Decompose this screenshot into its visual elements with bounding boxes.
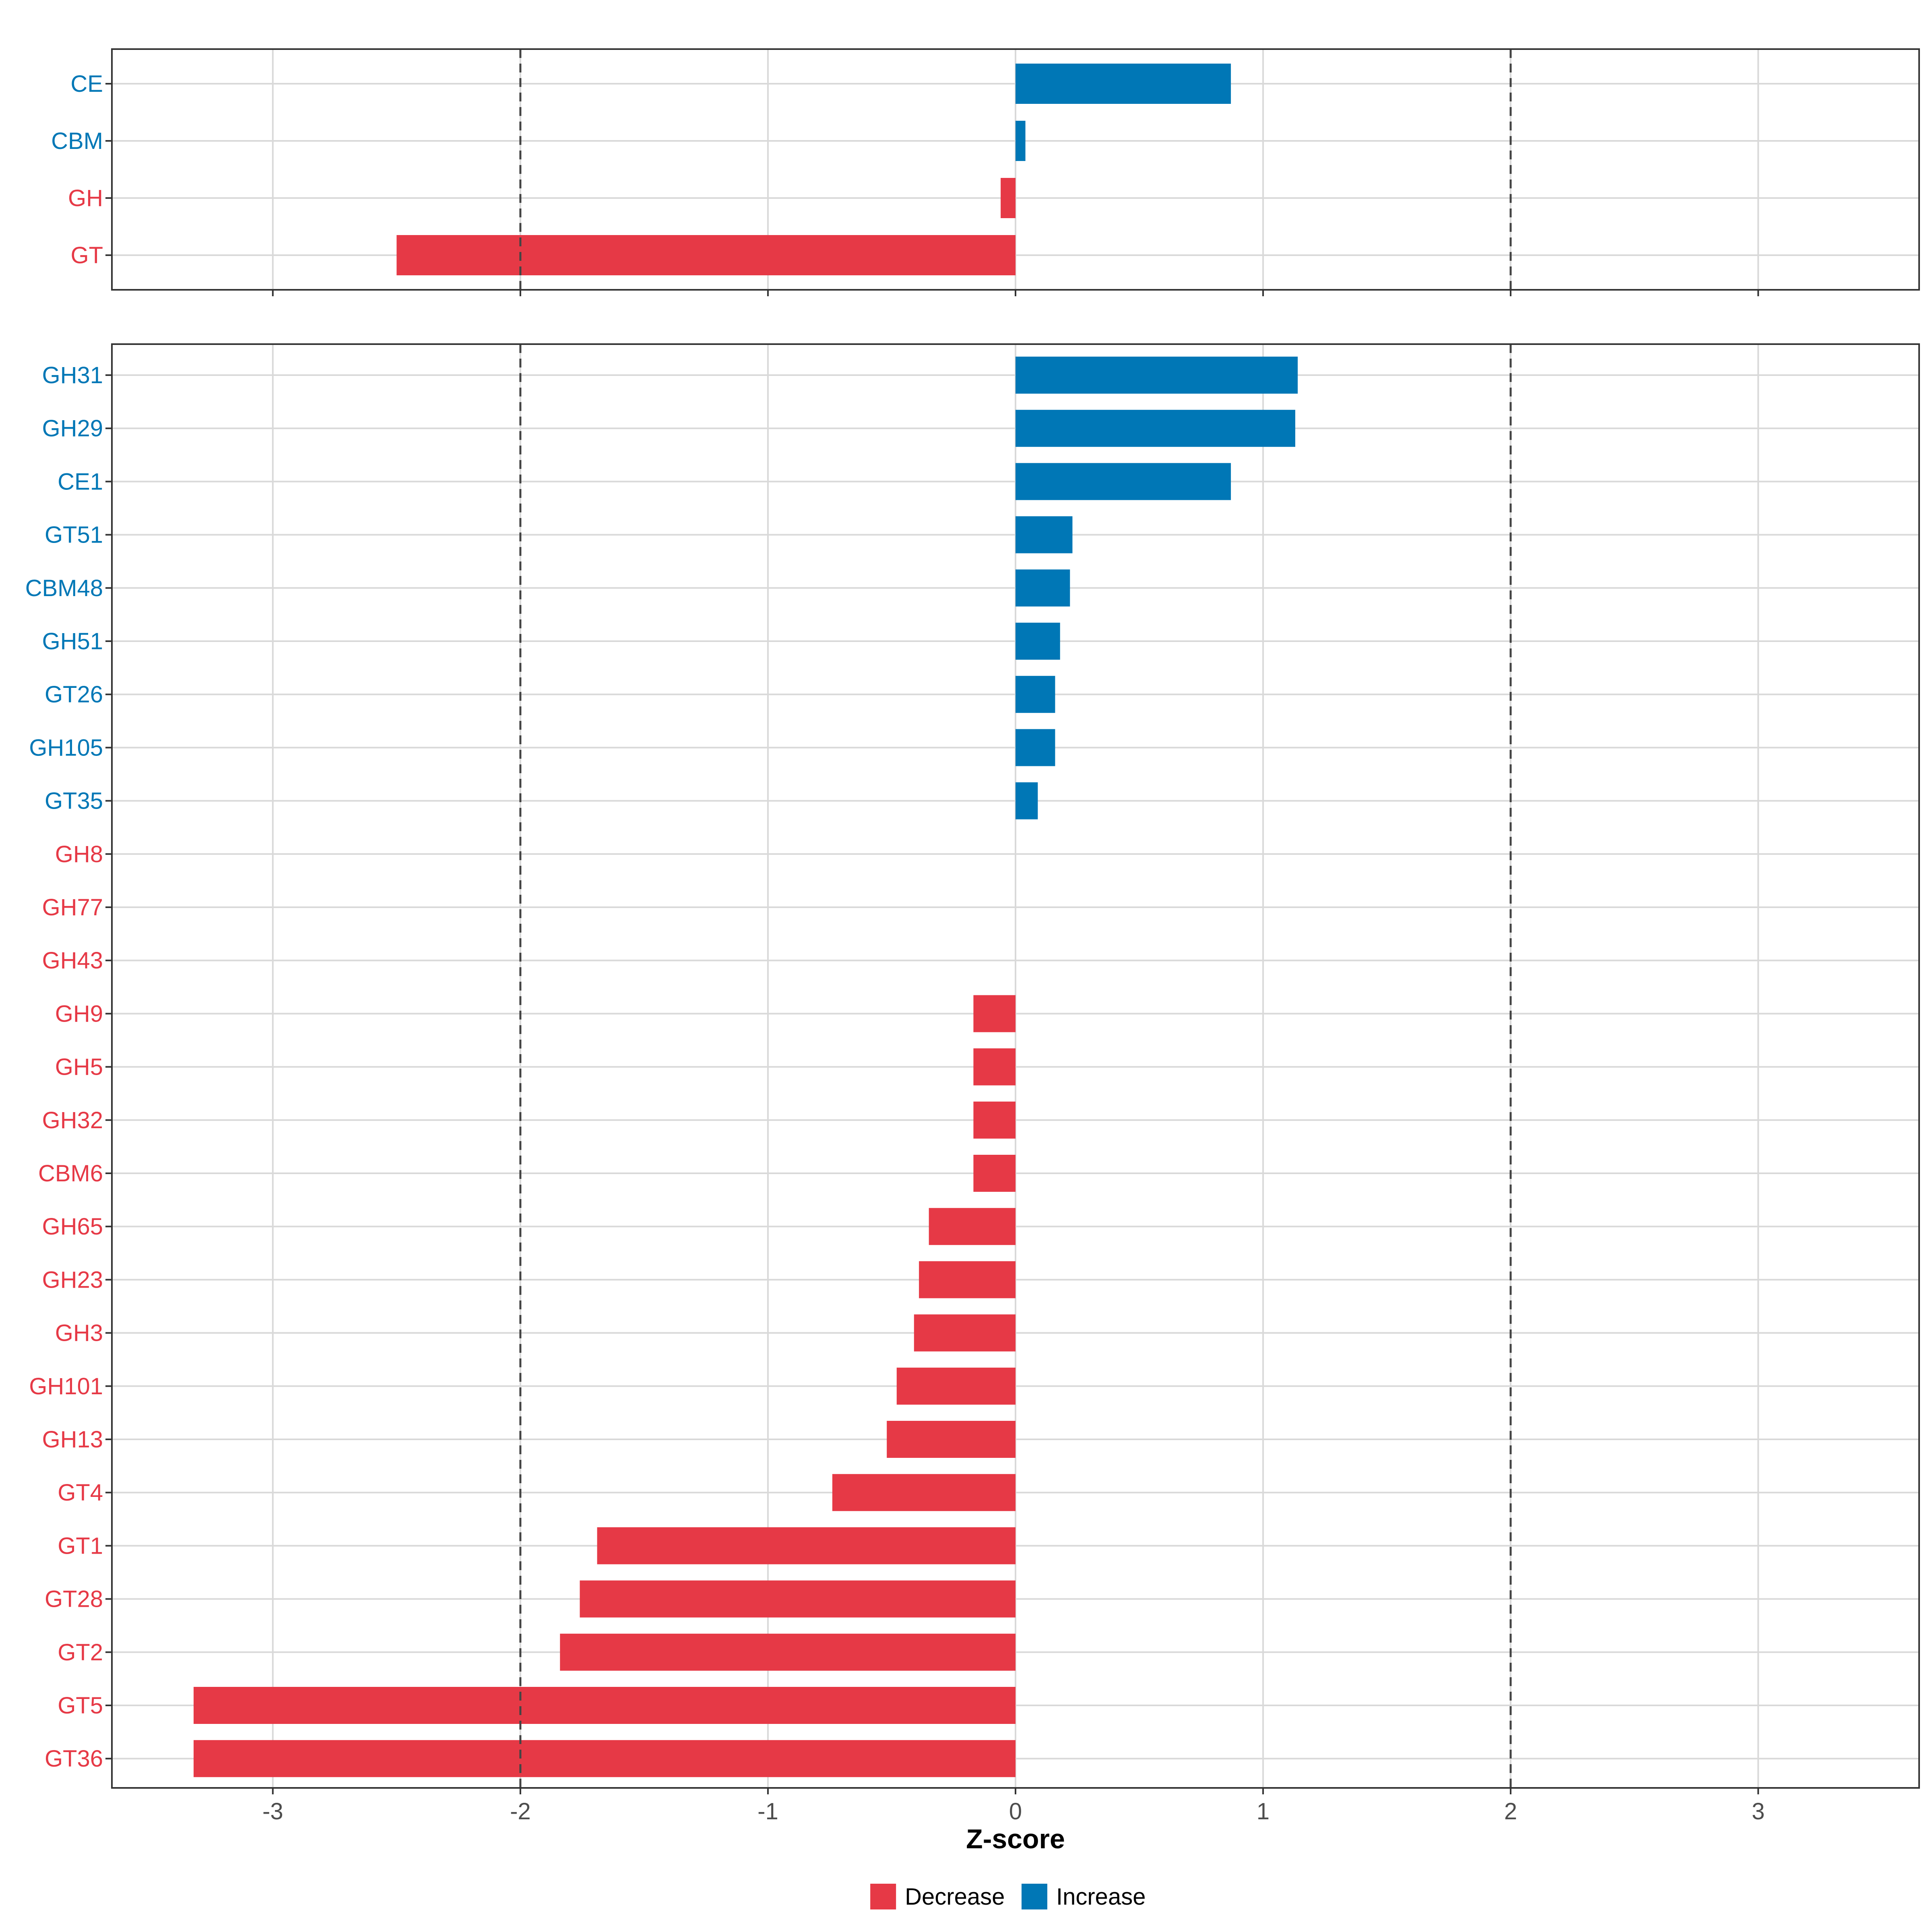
y-tick-label: GH3 bbox=[55, 1320, 103, 1346]
y-tick-label: GT51 bbox=[45, 522, 103, 548]
x-tick-label: 0 bbox=[1009, 1798, 1022, 1825]
y-tick-label: GH51 bbox=[42, 628, 103, 654]
bar-GH13 bbox=[887, 1421, 1016, 1458]
bar-GT26 bbox=[1016, 676, 1055, 713]
y-tick-label: GT35 bbox=[45, 788, 103, 814]
x-tick-label: -1 bbox=[758, 1798, 778, 1825]
y-tick-label: GH23 bbox=[42, 1267, 103, 1293]
y-tick-label: GT28 bbox=[45, 1586, 103, 1612]
bar-GT bbox=[396, 235, 1016, 275]
y-tick-label: GH5 bbox=[55, 1054, 103, 1080]
bar-GT35 bbox=[1016, 782, 1038, 819]
legend-swatch-decrease bbox=[870, 1884, 896, 1909]
y-tick-label: GT36 bbox=[45, 1746, 103, 1772]
y-tick-label: CBM bbox=[51, 128, 103, 154]
y-tick-label: GH13 bbox=[42, 1426, 103, 1453]
bar-CBM bbox=[1016, 121, 1026, 161]
bar-GH bbox=[1001, 178, 1016, 218]
x-tick-label: 2 bbox=[1504, 1798, 1517, 1825]
y-tick-label: GT5 bbox=[58, 1693, 103, 1719]
x-tick-label: 1 bbox=[1257, 1798, 1269, 1825]
y-tick-label: CE1 bbox=[58, 469, 103, 495]
legend-label-increase: Increase bbox=[1056, 1884, 1146, 1910]
bar-GH5 bbox=[973, 1048, 1016, 1086]
bar-GT4 bbox=[832, 1474, 1016, 1511]
panels: CECBMGHGTGH31GH29CE1GT51CBM48GH51GT26GH1… bbox=[25, 48, 1920, 1825]
bar-GH29 bbox=[1016, 410, 1296, 447]
y-tick-label: GT2 bbox=[58, 1639, 103, 1666]
y-tick-label: GH bbox=[68, 185, 103, 211]
y-tick-label: GH101 bbox=[29, 1373, 103, 1399]
top-panel: CE CBM GH GT bbox=[51, 48, 1920, 296]
bar-GT2 bbox=[560, 1633, 1016, 1671]
y-tick-label: GH105 bbox=[29, 735, 103, 761]
legend-label-decrease: Decrease bbox=[905, 1884, 1005, 1910]
y-tick-label: GT4 bbox=[58, 1480, 103, 1506]
bar-GH31 bbox=[1016, 357, 1298, 394]
bar-GH32 bbox=[973, 1101, 1016, 1139]
bar-CE1 bbox=[1016, 463, 1231, 500]
bar-CBM6 bbox=[973, 1155, 1016, 1192]
y-tick-label: CBM6 bbox=[38, 1160, 103, 1187]
x-axis-title: Z-score bbox=[966, 1824, 1065, 1854]
x-tick-label: -2 bbox=[510, 1798, 531, 1825]
y-tick-label: GT1 bbox=[58, 1533, 103, 1559]
y-tick-label: CBM48 bbox=[25, 575, 103, 601]
y-tick-label: GH9 bbox=[55, 1001, 103, 1027]
y-tick-label: GH65 bbox=[42, 1214, 103, 1240]
y-tick-label: GT26 bbox=[45, 681, 103, 708]
y-tick-label: GT bbox=[70, 242, 103, 268]
bar-GT5 bbox=[193, 1687, 1016, 1724]
legend: Decrease Increase bbox=[870, 1884, 1146, 1910]
x-tick-label: 3 bbox=[1752, 1798, 1765, 1825]
y-tick-label: GH32 bbox=[42, 1107, 103, 1133]
bar-GT28 bbox=[580, 1580, 1016, 1618]
bar-CBM48 bbox=[1016, 569, 1070, 607]
bottom-panel: GH31GH29CE1GT51CBM48GH51GT26GH105GT35GH8… bbox=[25, 343, 1920, 1825]
legend-swatch-increase bbox=[1022, 1884, 1047, 1909]
bar-GT1 bbox=[597, 1527, 1016, 1565]
bar-GT51 bbox=[1016, 516, 1073, 553]
y-tick-label: CE bbox=[70, 71, 103, 97]
bar-GH3 bbox=[914, 1314, 1016, 1352]
bar-GH9 bbox=[973, 995, 1016, 1032]
x-tick-label: -3 bbox=[262, 1798, 283, 1825]
y-tick-label: GH29 bbox=[42, 415, 103, 442]
bar-GT36 bbox=[193, 1740, 1016, 1777]
bar-GH51 bbox=[1016, 623, 1060, 660]
bar-GH65 bbox=[929, 1208, 1016, 1245]
y-tick-label: GH31 bbox=[42, 362, 103, 388]
y-tick-label: GH43 bbox=[42, 947, 103, 974]
y-tick-label: GH8 bbox=[55, 841, 103, 867]
bar-GH23 bbox=[919, 1261, 1016, 1298]
bar-GH101 bbox=[896, 1367, 1016, 1405]
bar-GH105 bbox=[1016, 729, 1055, 766]
bar-CE bbox=[1016, 64, 1231, 104]
y-tick-label: GH77 bbox=[42, 894, 103, 921]
